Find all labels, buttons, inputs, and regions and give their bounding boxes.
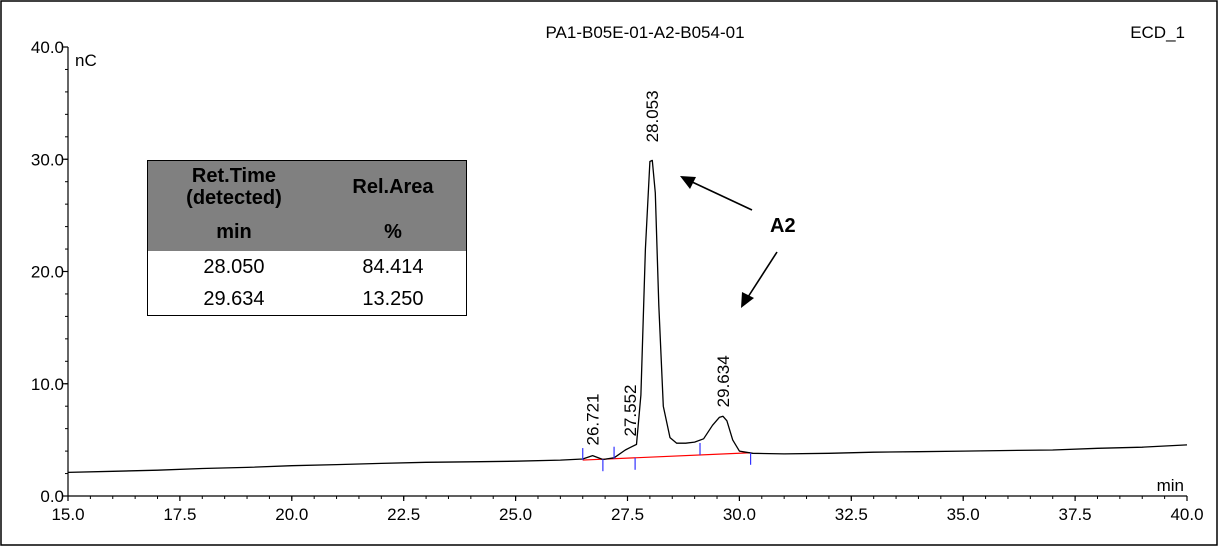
x-tick-label: 32.5 — [835, 505, 868, 524]
x-axis-label: min — [1157, 476, 1184, 495]
x-tick-label: 30.0 — [723, 505, 756, 524]
retention-table: Ret.Time (detected) Rel.Area min % 28.050… — [147, 160, 467, 316]
x-tick-label: 25.0 — [499, 505, 532, 524]
header-rel-area: Rel.Area — [352, 176, 434, 198]
header-ret-time: Ret.Time (detected) — [186, 165, 282, 209]
peak-labels: 26.721 27.552 28.053 29.634 — [584, 90, 733, 445]
arrow-to-main-peak — [689, 180, 753, 211]
unit-rel-area: % — [384, 220, 402, 243]
x-tick-label: 17.5 — [163, 505, 196, 524]
cell-ret-time: 29.634 — [147, 283, 320, 316]
unit-ret-time: min — [216, 220, 252, 243]
y-tick-label: 40.0 — [31, 38, 64, 57]
y-tick-label: 30.0 — [31, 150, 64, 169]
peak-label: 27.552 — [621, 385, 640, 437]
x-tick-label: 40.0 — [1170, 505, 1203, 524]
y-axis-label: nC — [75, 51, 97, 70]
x-tick-label: 15.0 — [51, 505, 84, 524]
x-tick-label: 22.5 — [387, 505, 420, 524]
annotation-arrows — [680, 176, 778, 308]
x-tick-label: 37.5 — [1059, 505, 1092, 524]
channel-label: ECD_1 — [1130, 23, 1185, 42]
chart-title: PA1-B05E-01-A2-B054-01 — [545, 23, 744, 42]
table-row: 29.634 13.250 — [147, 283, 467, 316]
annotation-label: A2 — [770, 215, 796, 237]
arrowhead-main-peak — [680, 176, 696, 189]
y-tick-label: 10.0 — [31, 375, 64, 394]
y-tick-label: 0.0 — [40, 487, 64, 506]
chromatogram-line — [67, 159, 1188, 474]
x-tick-label: 27.5 — [611, 505, 644, 524]
peak-label: 26.721 — [584, 393, 603, 445]
cell-ret-time: 28.050 — [147, 251, 320, 283]
cell-rel-area: 13.250 — [319, 283, 467, 316]
y-tick-label: 20.0 — [31, 263, 64, 282]
peak-label: 28.053 — [643, 90, 662, 142]
x-tick-label: 35.0 — [947, 505, 980, 524]
x-tick-label: 20.0 — [275, 505, 308, 524]
axis-ticks: 15.0 17.5 20.0 22.5 25.0 27.5 30.0 32.5 35.0 37.5… — [31, 38, 1204, 524]
arrowhead-minor-peak — [741, 292, 754, 308]
arrow-to-minor-peak — [747, 251, 778, 298]
cell-rel-area: 84.414 — [319, 251, 467, 283]
series-layer — [67, 159, 1188, 474]
table-unit-row: min % — [147, 213, 467, 251]
table-header-row: Ret.Time (detected) Rel.Area — [147, 160, 467, 213]
peak-label: 29.634 — [714, 355, 733, 407]
table-row: 28.050 84.414 — [147, 251, 467, 283]
integration-marks — [582, 442, 752, 472]
